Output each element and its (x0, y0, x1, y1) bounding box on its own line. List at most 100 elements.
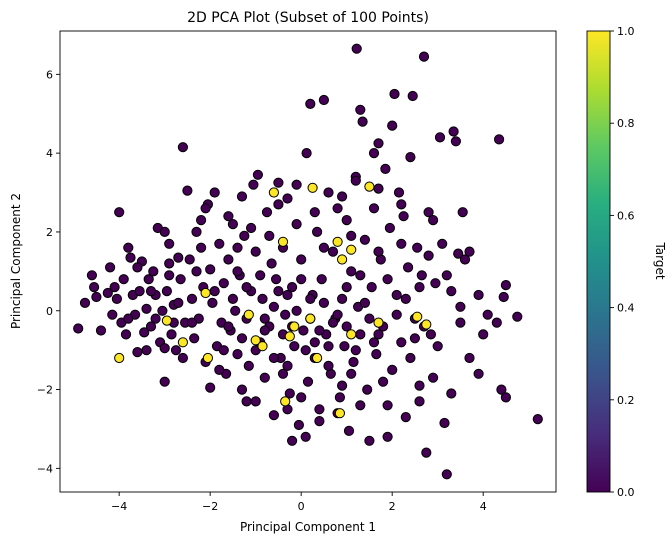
data-point-300 (412, 311, 423, 322)
data-point-218 (132, 262, 143, 273)
data-point-109 (332, 203, 343, 214)
data-point-242 (382, 431, 393, 442)
data-point-72 (250, 246, 261, 257)
x-tick-label: −2 (202, 500, 218, 513)
colorbar-tick-label: 0.2 (617, 394, 635, 407)
data-point-37 (175, 274, 186, 285)
data-point-193 (145, 286, 157, 297)
data-point-171 (500, 392, 511, 403)
data-point-150 (423, 207, 434, 218)
data-point-136 (391, 289, 402, 301)
x-tick-label: 2 (389, 500, 396, 513)
colorbar: 0.0 0.2 0.4 0.6 0.8 1.0 Target (586, 25, 667, 499)
data-point-24 (148, 266, 159, 277)
data-point-249 (364, 313, 375, 324)
data-point-214 (177, 352, 188, 364)
data-point-279 (428, 215, 439, 226)
data-point-162 (459, 254, 471, 265)
data-point-278 (491, 317, 502, 328)
data-point-159 (453, 248, 464, 259)
data-point-286 (346, 244, 357, 255)
data-point-258 (341, 321, 352, 332)
data-point-265 (259, 325, 270, 336)
data-point-87 (284, 388, 295, 399)
data-point-194 (196, 242, 207, 253)
data-point-206 (432, 341, 443, 352)
data-point-40 (182, 185, 193, 196)
data-point-287 (200, 287, 211, 299)
data-point-247 (455, 301, 466, 312)
data-point-301 (334, 408, 345, 419)
data-point-140 (400, 412, 411, 423)
data-point-147 (416, 270, 427, 281)
data-point-50 (205, 382, 216, 393)
data-point-135 (389, 88, 400, 100)
data-point-110 (334, 392, 345, 403)
data-point-225 (318, 242, 329, 253)
y-axis-label: Principal Component 2 (9, 193, 23, 329)
data-point-253 (173, 297, 184, 308)
data-point-294 (257, 341, 268, 352)
data-point-251 (268, 301, 279, 312)
data-point-90 (291, 179, 302, 190)
data-point-172 (450, 136, 461, 147)
data-point-6 (102, 287, 113, 299)
data-point-248 (391, 309, 402, 320)
data-point-71 (250, 396, 261, 407)
data-point-276 (414, 282, 425, 293)
data-point-205 (446, 286, 457, 297)
data-point-85 (280, 309, 291, 320)
data-point-41 (184, 254, 195, 265)
data-point-254 (150, 313, 161, 324)
data-point-52 (207, 297, 218, 308)
data-point-180 (277, 368, 289, 379)
data-point-262 (305, 293, 316, 304)
data-point-3 (89, 282, 100, 293)
data-point-86 (282, 193, 293, 204)
data-point-128 (373, 138, 384, 149)
data-point-100 (312, 226, 323, 237)
data-point-5 (95, 325, 107, 336)
data-point-186 (236, 333, 248, 344)
colorbar-ticks: 0.0 0.2 0.4 0.6 0.8 1.0 (610, 25, 635, 499)
data-point-103 (318, 94, 329, 106)
data-point-59 (223, 254, 234, 265)
data-point-63 (232, 349, 243, 360)
data-point-94 (300, 431, 311, 442)
data-point-153 (430, 278, 441, 289)
data-point-82 (273, 177, 284, 188)
data-point-77 (261, 207, 273, 218)
data-point-95 (301, 148, 312, 159)
data-point-197 (255, 270, 266, 281)
data-point-161 (457, 207, 468, 218)
plot-area: −4 −2 0 2 4 −4 −2 0 2 4 6 (37, 30, 557, 513)
data-point-238 (236, 191, 248, 202)
data-point-155 (437, 238, 448, 249)
data-point-20 (139, 327, 150, 338)
data-point-107 (327, 246, 339, 257)
data-point-32 (164, 258, 175, 269)
data-point-167 (498, 291, 509, 303)
data-point-14 (125, 252, 136, 263)
data-point-139 (398, 211, 409, 222)
data-point-89 (289, 341, 300, 352)
data-point-114 (343, 425, 355, 436)
data-point-208 (378, 376, 389, 387)
data-point-65 (236, 384, 248, 395)
data-point-53 (209, 187, 220, 198)
data-point-189 (268, 352, 279, 364)
x-tick-label: 0 (298, 500, 305, 513)
data-point-120 (355, 329, 366, 340)
data-point-164 (482, 309, 493, 320)
data-point-0 (73, 323, 84, 334)
data-point-264 (241, 282, 252, 293)
data-point-216 (123, 313, 134, 324)
data-point-293 (250, 335, 261, 346)
data-point-133 (384, 222, 395, 234)
data-point-184 (350, 345, 361, 356)
data-point-66 (239, 230, 250, 241)
colorbar-tick-label: 1.0 (617, 25, 635, 38)
data-point-181 (296, 392, 307, 403)
data-point-268 (282, 360, 293, 371)
